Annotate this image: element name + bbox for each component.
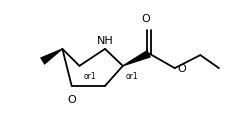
Text: O: O [177, 64, 186, 74]
Polygon shape [40, 48, 62, 65]
Text: O: O [67, 95, 76, 105]
Text: or1: or1 [84, 72, 96, 81]
Text: NH: NH [96, 36, 113, 46]
Text: O: O [141, 14, 150, 24]
Polygon shape [122, 50, 150, 66]
Text: or1: or1 [126, 72, 138, 81]
